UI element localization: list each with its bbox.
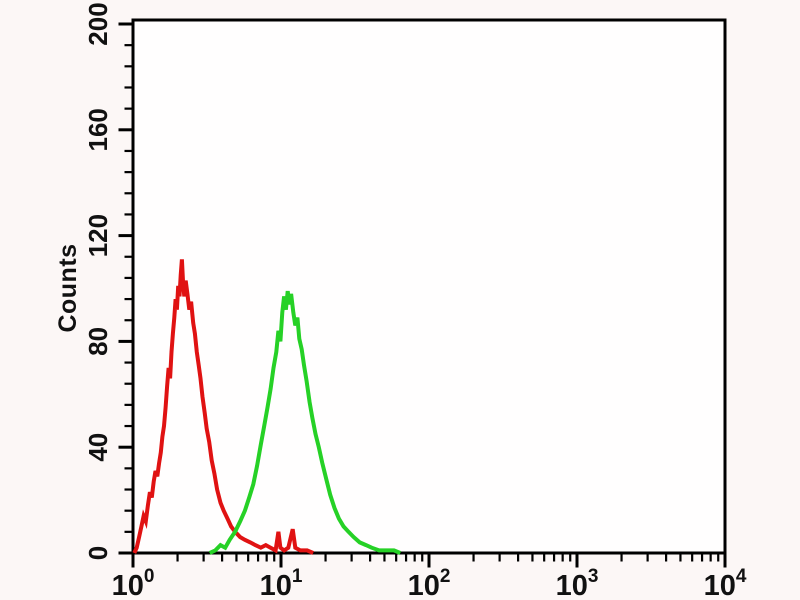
x-tick-label: 101: [260, 566, 303, 600]
x-tick-label: 103: [556, 566, 599, 600]
y-tick-label: 80: [83, 327, 113, 356]
histogram-curves: [132, 259, 402, 555]
red-peak-curve: [132, 259, 314, 555]
x-axis-ticks: [131, 554, 727, 568]
y-tick-label: 160: [83, 108, 113, 151]
x-axis-tick-labels: 100 101 102 103 104: [112, 566, 747, 600]
y-tick-label: 120: [83, 214, 113, 257]
y-axis-tick-labels: 0 40 80 120 160 200: [83, 2, 113, 560]
x-tick-label: 104: [704, 566, 747, 600]
y-axis-ticks: [118, 22, 132, 555]
green-peak-curve: [208, 290, 402, 555]
x-tick-label: 100: [112, 566, 155, 600]
y-tick-label: 40: [83, 433, 113, 462]
y-axis-title: Counts: [54, 243, 82, 332]
x-tick-label: 102: [408, 566, 451, 600]
plot-frame: [131, 18, 727, 555]
y-tick-label: 0: [83, 546, 113, 560]
y-tick-label: 200: [83, 2, 113, 45]
